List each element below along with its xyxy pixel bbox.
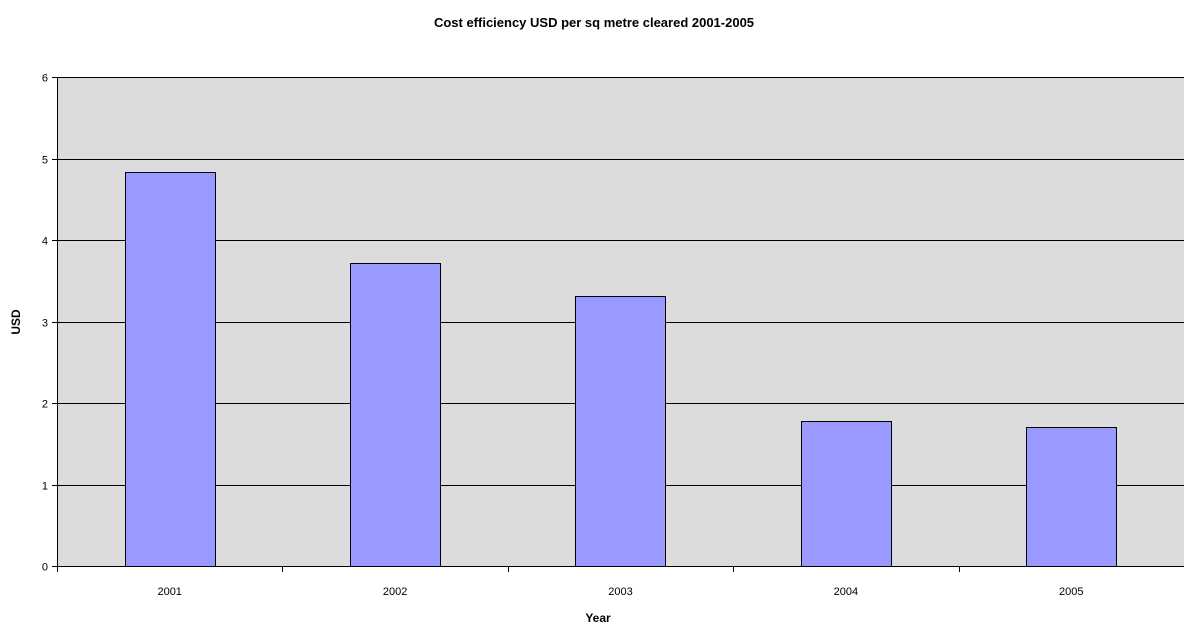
x-tick-label: 2001 [157,586,181,598]
x-tick-label: 2004 [834,586,858,598]
bar-2005 [1026,427,1117,567]
y-tick-label: 3 [42,318,48,330]
y-tick-label: 4 [42,236,48,248]
x-tick-label: 2003 [608,586,632,598]
bar-2004 [801,421,892,567]
x-tick-label: 2005 [1059,586,1083,598]
y-tick-label: 1 [42,481,48,493]
y-tick-label: 6 [42,73,48,85]
x-axis-title: Year [585,611,611,625]
bar-2003 [575,296,666,567]
y-tick-label: 2 [42,399,48,411]
chart-title: Cost efficiency USD per sq metre cleared… [434,15,754,30]
y-tick-label: 5 [42,155,48,167]
plot-area: 0 1 2 3 4 5 6 2001 2002 2003 2004 2005 [42,73,1184,598]
x-tick-label: 2002 [383,586,407,598]
y-axis-title: USD [9,309,23,335]
y-tick-label: 0 [42,562,48,574]
bar-2001 [125,172,216,567]
bar-2002 [350,263,441,567]
